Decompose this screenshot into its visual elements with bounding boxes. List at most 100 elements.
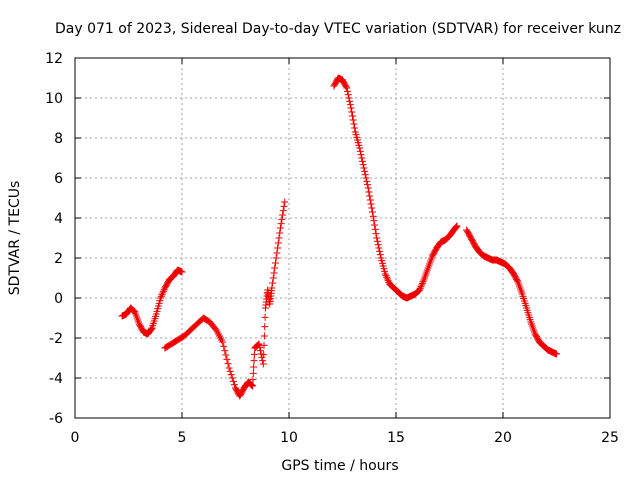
data-point xyxy=(358,154,366,162)
data-point xyxy=(419,278,427,286)
data-point xyxy=(453,222,461,230)
data-point xyxy=(384,277,392,285)
data-point xyxy=(222,351,230,359)
data-point xyxy=(348,108,356,116)
y-tick-labels: -6 -4 -2 0 2 4 6 8 10 12 xyxy=(45,51,63,427)
plot-frame xyxy=(74,57,611,419)
data-point xyxy=(223,355,231,363)
y-tick-label: 2 xyxy=(54,251,63,267)
data-point xyxy=(371,225,379,233)
data-point xyxy=(259,360,267,368)
data-point xyxy=(356,147,364,155)
data-point xyxy=(226,367,234,375)
data-point xyxy=(513,277,521,285)
data-point xyxy=(275,234,283,242)
data-point xyxy=(159,287,167,295)
data-point xyxy=(249,376,257,384)
data-point xyxy=(416,286,424,294)
data-point xyxy=(220,342,228,350)
data-point xyxy=(452,223,460,231)
data-point xyxy=(343,87,351,95)
data-point xyxy=(363,177,371,185)
data-point xyxy=(281,198,289,206)
data-point xyxy=(227,371,235,379)
data-point xyxy=(255,340,263,348)
data-point xyxy=(276,229,284,237)
data-point xyxy=(224,360,232,368)
data-point xyxy=(363,181,371,189)
y-axis-label: SDTVAR / TECUs xyxy=(7,181,23,296)
data-point xyxy=(272,254,280,262)
data-point xyxy=(248,381,256,389)
data-point xyxy=(349,116,357,124)
data-point xyxy=(158,291,166,299)
data-point xyxy=(358,157,366,165)
data-point xyxy=(277,220,285,228)
data-point xyxy=(416,284,424,292)
data-point xyxy=(372,230,380,238)
data-point xyxy=(261,313,269,321)
data-point xyxy=(147,325,155,333)
data-point xyxy=(221,347,229,355)
data-point xyxy=(230,381,238,389)
data-point xyxy=(260,332,268,340)
data-point xyxy=(357,151,365,159)
data-point xyxy=(268,284,276,292)
data-point xyxy=(342,83,350,91)
y-tick-label: 12 xyxy=(45,51,63,67)
data-point xyxy=(364,184,372,192)
data-point xyxy=(274,239,282,247)
data-point xyxy=(383,275,391,283)
data-point xyxy=(260,351,268,359)
data-point xyxy=(366,196,374,204)
data-point xyxy=(279,211,287,219)
data-point xyxy=(256,343,264,351)
data-point xyxy=(280,202,288,210)
data-point xyxy=(250,357,258,365)
data-point xyxy=(350,120,358,128)
data-point xyxy=(359,161,367,169)
data-point xyxy=(278,215,286,223)
data-point xyxy=(351,124,359,132)
data-point xyxy=(360,164,368,172)
data-point xyxy=(346,97,354,105)
data-point xyxy=(368,204,376,212)
data-point xyxy=(159,289,167,297)
data-point xyxy=(367,200,375,208)
data-point xyxy=(276,224,284,232)
data-point xyxy=(157,292,165,300)
data-point xyxy=(249,369,257,377)
data-point xyxy=(250,350,258,358)
data-point xyxy=(371,221,379,229)
y-tick-label: 4 xyxy=(54,211,63,227)
data-point xyxy=(365,188,373,196)
data-point xyxy=(376,247,384,255)
data-point xyxy=(273,249,281,257)
chart-title: Day 071 of 2023, Sidereal Day-to-day VTE… xyxy=(55,21,621,37)
x-tick-label: 0 xyxy=(71,430,80,446)
data-point xyxy=(369,212,377,220)
data-points xyxy=(118,74,560,400)
data-point xyxy=(366,192,374,200)
data-point xyxy=(373,237,381,245)
data-point xyxy=(178,268,186,276)
data-point xyxy=(382,272,390,280)
data-point xyxy=(375,244,383,252)
data-point xyxy=(362,174,370,182)
data-point xyxy=(370,217,378,225)
data-point xyxy=(219,338,227,346)
data-point xyxy=(356,144,364,152)
data-point xyxy=(452,223,460,231)
data-point xyxy=(249,382,257,390)
data-point xyxy=(343,84,351,92)
data-point xyxy=(260,341,268,349)
data-point xyxy=(553,350,560,358)
data-point xyxy=(256,347,264,355)
data-point xyxy=(368,208,376,216)
y-tick-label: 0 xyxy=(54,291,63,307)
data-point xyxy=(418,279,426,287)
x-axis-label: GPS time / hours xyxy=(281,458,398,474)
data-point xyxy=(271,259,279,267)
data-point xyxy=(376,251,384,259)
